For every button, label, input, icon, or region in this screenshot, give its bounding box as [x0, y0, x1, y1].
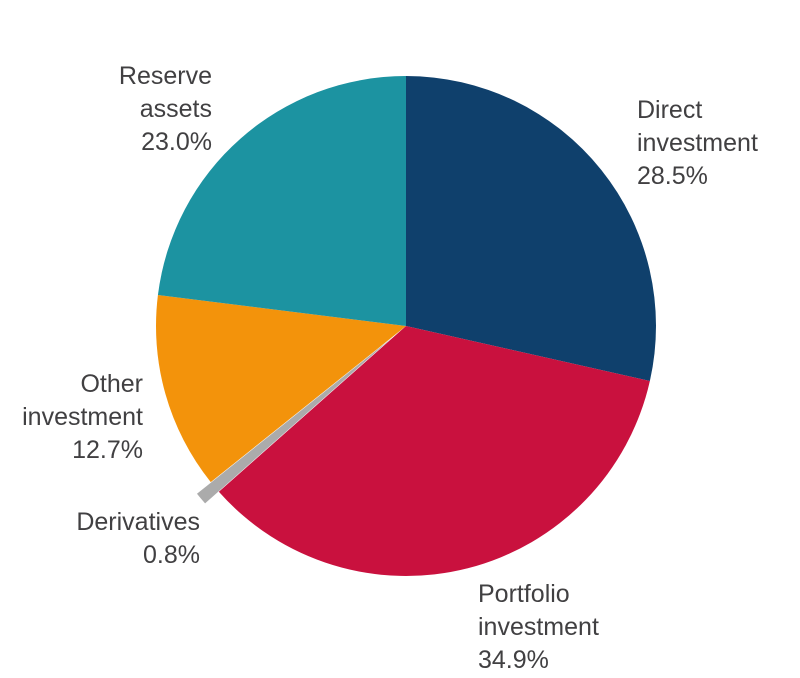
pie-slice-other-investment — [156, 295, 406, 483]
label-reserve-assets: Reserve assets 23.0% — [119, 60, 212, 159]
label-direct-investment: Direct investment 28.5% — [637, 94, 758, 193]
label-line: investment — [478, 613, 599, 641]
pie-slice-derivatives — [196, 337, 393, 504]
label-line: investment — [22, 403, 143, 431]
label-derivatives: Derivatives 0.8% — [76, 506, 200, 572]
label-line: Portfolio — [478, 580, 570, 608]
label-line: Derivatives — [76, 508, 200, 536]
label-line: investment — [637, 129, 758, 157]
label-value: 0.8% — [143, 541, 200, 569]
pie-slice-reserve-assets — [157, 76, 406, 326]
label-value: 28.5% — [637, 162, 708, 190]
pie-slice-direct-investment — [406, 76, 656, 381]
label-line: Reserve — [118, 62, 212, 90]
label-portfolio-investment: Portfolio investment 34.9% — [478, 578, 599, 677]
label-other-investment: Other investment 12.7% — [22, 368, 143, 467]
label-value: 34.9% — [478, 646, 549, 674]
label-value: 12.7% — [72, 436, 143, 464]
label-line: assets — [139, 95, 212, 123]
label-line: Other — [80, 370, 143, 398]
pie-slice-portfolio-investment — [218, 326, 650, 577]
label-value: 23.0% — [141, 128, 212, 156]
label-line: Direct — [637, 96, 703, 124]
